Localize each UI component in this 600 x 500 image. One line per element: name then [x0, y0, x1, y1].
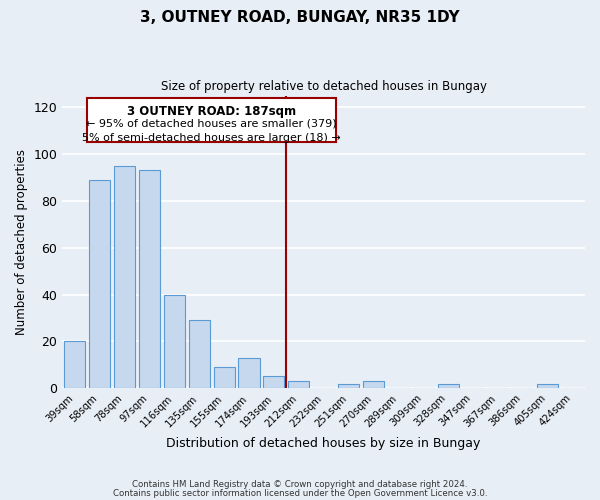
Y-axis label: Number of detached properties: Number of detached properties — [15, 149, 28, 335]
Text: ← 95% of detached houses are smaller (379): ← 95% of detached houses are smaller (37… — [86, 119, 337, 129]
Bar — [537, 384, 558, 388]
Bar — [214, 367, 235, 388]
Text: 3 OUTNEY ROAD: 187sqm: 3 OUTNEY ROAD: 187sqm — [127, 105, 296, 118]
Text: Contains public sector information licensed under the Open Government Licence v3: Contains public sector information licen… — [113, 488, 487, 498]
Text: 5% of semi-detached houses are larger (18) →: 5% of semi-detached houses are larger (1… — [82, 133, 341, 143]
Bar — [87, 98, 336, 142]
Bar — [89, 180, 110, 388]
Title: Size of property relative to detached houses in Bungay: Size of property relative to detached ho… — [161, 80, 487, 93]
Bar — [288, 381, 310, 388]
Bar — [64, 342, 85, 388]
Bar — [437, 384, 458, 388]
Bar — [363, 381, 384, 388]
Bar — [139, 170, 160, 388]
Bar — [188, 320, 210, 388]
X-axis label: Distribution of detached houses by size in Bungay: Distribution of detached houses by size … — [166, 437, 481, 450]
Bar — [164, 294, 185, 388]
Text: 3, OUTNEY ROAD, BUNGAY, NR35 1DY: 3, OUTNEY ROAD, BUNGAY, NR35 1DY — [140, 10, 460, 25]
Text: Contains HM Land Registry data © Crown copyright and database right 2024.: Contains HM Land Registry data © Crown c… — [132, 480, 468, 489]
Bar — [263, 376, 284, 388]
Bar — [238, 358, 260, 388]
Bar — [338, 384, 359, 388]
Bar — [114, 166, 135, 388]
